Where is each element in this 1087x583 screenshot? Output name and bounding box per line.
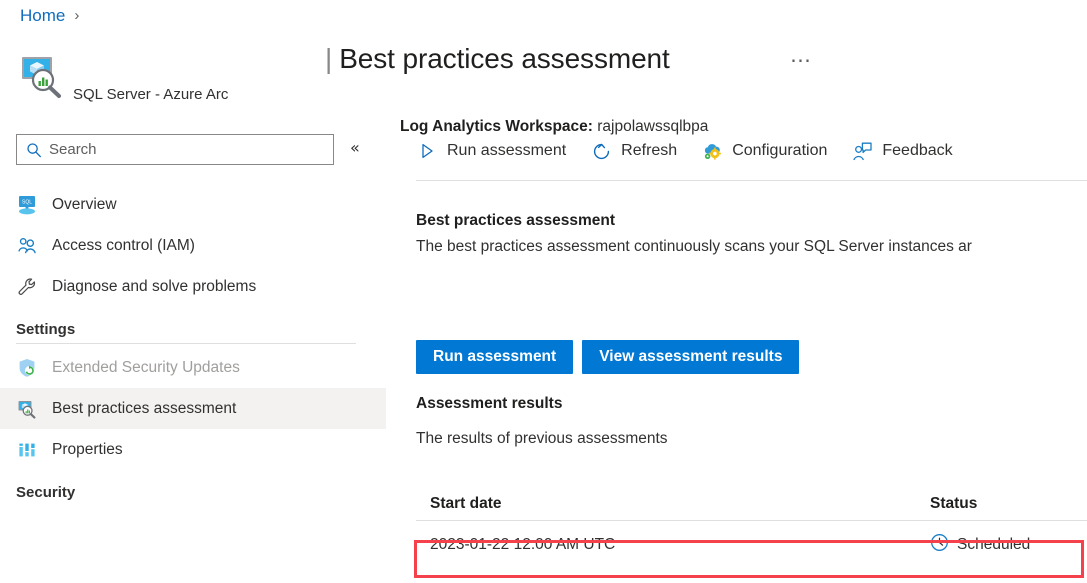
cloud-gear-icon [701,140,723,162]
users-icon [16,235,38,257]
sidebar: « SQL Overview [0,128,400,583]
sidebar-item-overview[interactable]: SQL Overview [0,184,386,225]
sidebar-group-settings: Settings [16,321,76,338]
sidebar-item-label: Properties [52,440,123,458]
assessment-icon [16,398,38,420]
breadcrumb-home-link[interactable]: Home [20,5,66,25]
toolbar-item-label: Run assessment [447,142,567,159]
more-menu-icon[interactable]: ⋯ [790,49,813,72]
toolbar-feedback-button[interactable]: Feedback [851,134,953,168]
toolbar-item-label: Refresh [621,142,678,159]
toolbar-refresh-button[interactable]: Refresh [590,134,677,168]
search-box[interactable] [16,134,334,165]
sidebar-item-label: Diagnose and solve problems [52,277,257,295]
view-assessment-results-button[interactable]: View assessment results [582,340,800,374]
sidebar-item-diagnose[interactable]: Diagnose and solve problems [0,266,386,307]
wrench-icon [16,276,38,298]
shield-refresh-icon [16,357,38,379]
sidebar-group-security: Security [16,484,76,501]
toolbar-item-label: Configuration [732,142,828,159]
status-badge: Scheduled [957,536,1031,553]
properties-bars-icon [16,439,38,461]
toolbar-configuration-button[interactable]: Configuration [701,134,827,168]
play-triangle-icon [416,140,438,162]
collapse-sidebar-icon[interactable]: « [350,138,360,157]
search-icon [26,142,42,158]
breadcrumb: Home › [20,0,79,30]
run-assessment-button[interactable]: Run assessment [416,340,574,374]
bpa-heading: Best practices assessment [416,212,616,229]
main-content: Run assessment Refresh [400,118,1087,583]
search-input[interactable] [49,141,309,158]
log-analytics-workspace-label: Log Analytics Workspace: [400,118,593,135]
toolbar-run-assessment-button[interactable]: Run assessment [416,134,566,168]
svg-text:SQL: SQL [22,199,32,205]
sidebar-item-label: Access control (IAM) [52,236,195,254]
sql-server-assessment-icon [16,50,68,102]
sql-server-icon: SQL [16,194,38,216]
assessment-results-description: The results of previous assessments [416,430,668,447]
table-row[interactable]: 2023-01-22 12:00 AM UTC Scheduled [416,526,1087,564]
action-button-row: Run assessment View assessment results [416,340,808,374]
refresh-icon [590,140,612,162]
page-title-text: Best practices assessment [339,43,670,74]
table-header-row: Start date Status [416,488,1087,520]
toolbar-divider [416,180,1087,181]
command-toolbar: Run assessment Refresh [416,134,977,168]
cell-start-date: 2023-01-22 12:00 AM UTC [430,536,616,553]
column-header-status[interactable]: Status [930,495,978,512]
resource-type-label: SQL Server - Azure Arc [73,86,229,103]
log-analytics-workspace-value: rajpolawssqlbpa [597,118,709,135]
assessment-results-table: Start date Status 2023-01-22 12:00 AM UT… [416,488,1087,564]
toolbar-item-label: Feedback [882,142,953,159]
column-header-start-date[interactable]: Start date [430,495,502,512]
clock-icon [930,533,949,557]
sidebar-item-label: Overview [52,195,117,213]
sidebar-item-label: Extended Security Updates [52,358,240,376]
cell-status: Scheduled [930,533,1087,557]
sidebar-item-label: Best practices assessment [52,399,237,417]
page-title: | Best practices assessment [325,43,670,75]
person-feedback-icon [851,140,873,162]
breadcrumb-separator-icon: › [74,6,80,24]
sidebar-item-best-practices-assessment[interactable]: Best practices assessment [0,388,386,429]
log-analytics-workspace-line: Log Analytics Workspace: rajpolawssqlbpa [400,118,1087,136]
sidebar-nav-list: SQL Overview Access control (IAM) [0,184,400,506]
sidebar-item-extended-security-updates[interactable]: Extended Security Updates [0,347,386,388]
table-header-divider [416,520,1087,521]
sidebar-item-access-control[interactable]: Access control (IAM) [0,225,386,266]
sidebar-group-divider [16,343,356,344]
assessment-results-heading: Assessment results [416,395,563,412]
page-title-bar: | [325,43,333,74]
sidebar-item-properties[interactable]: Properties [0,429,386,470]
bpa-description: The best practices assessment continuous… [416,238,972,255]
